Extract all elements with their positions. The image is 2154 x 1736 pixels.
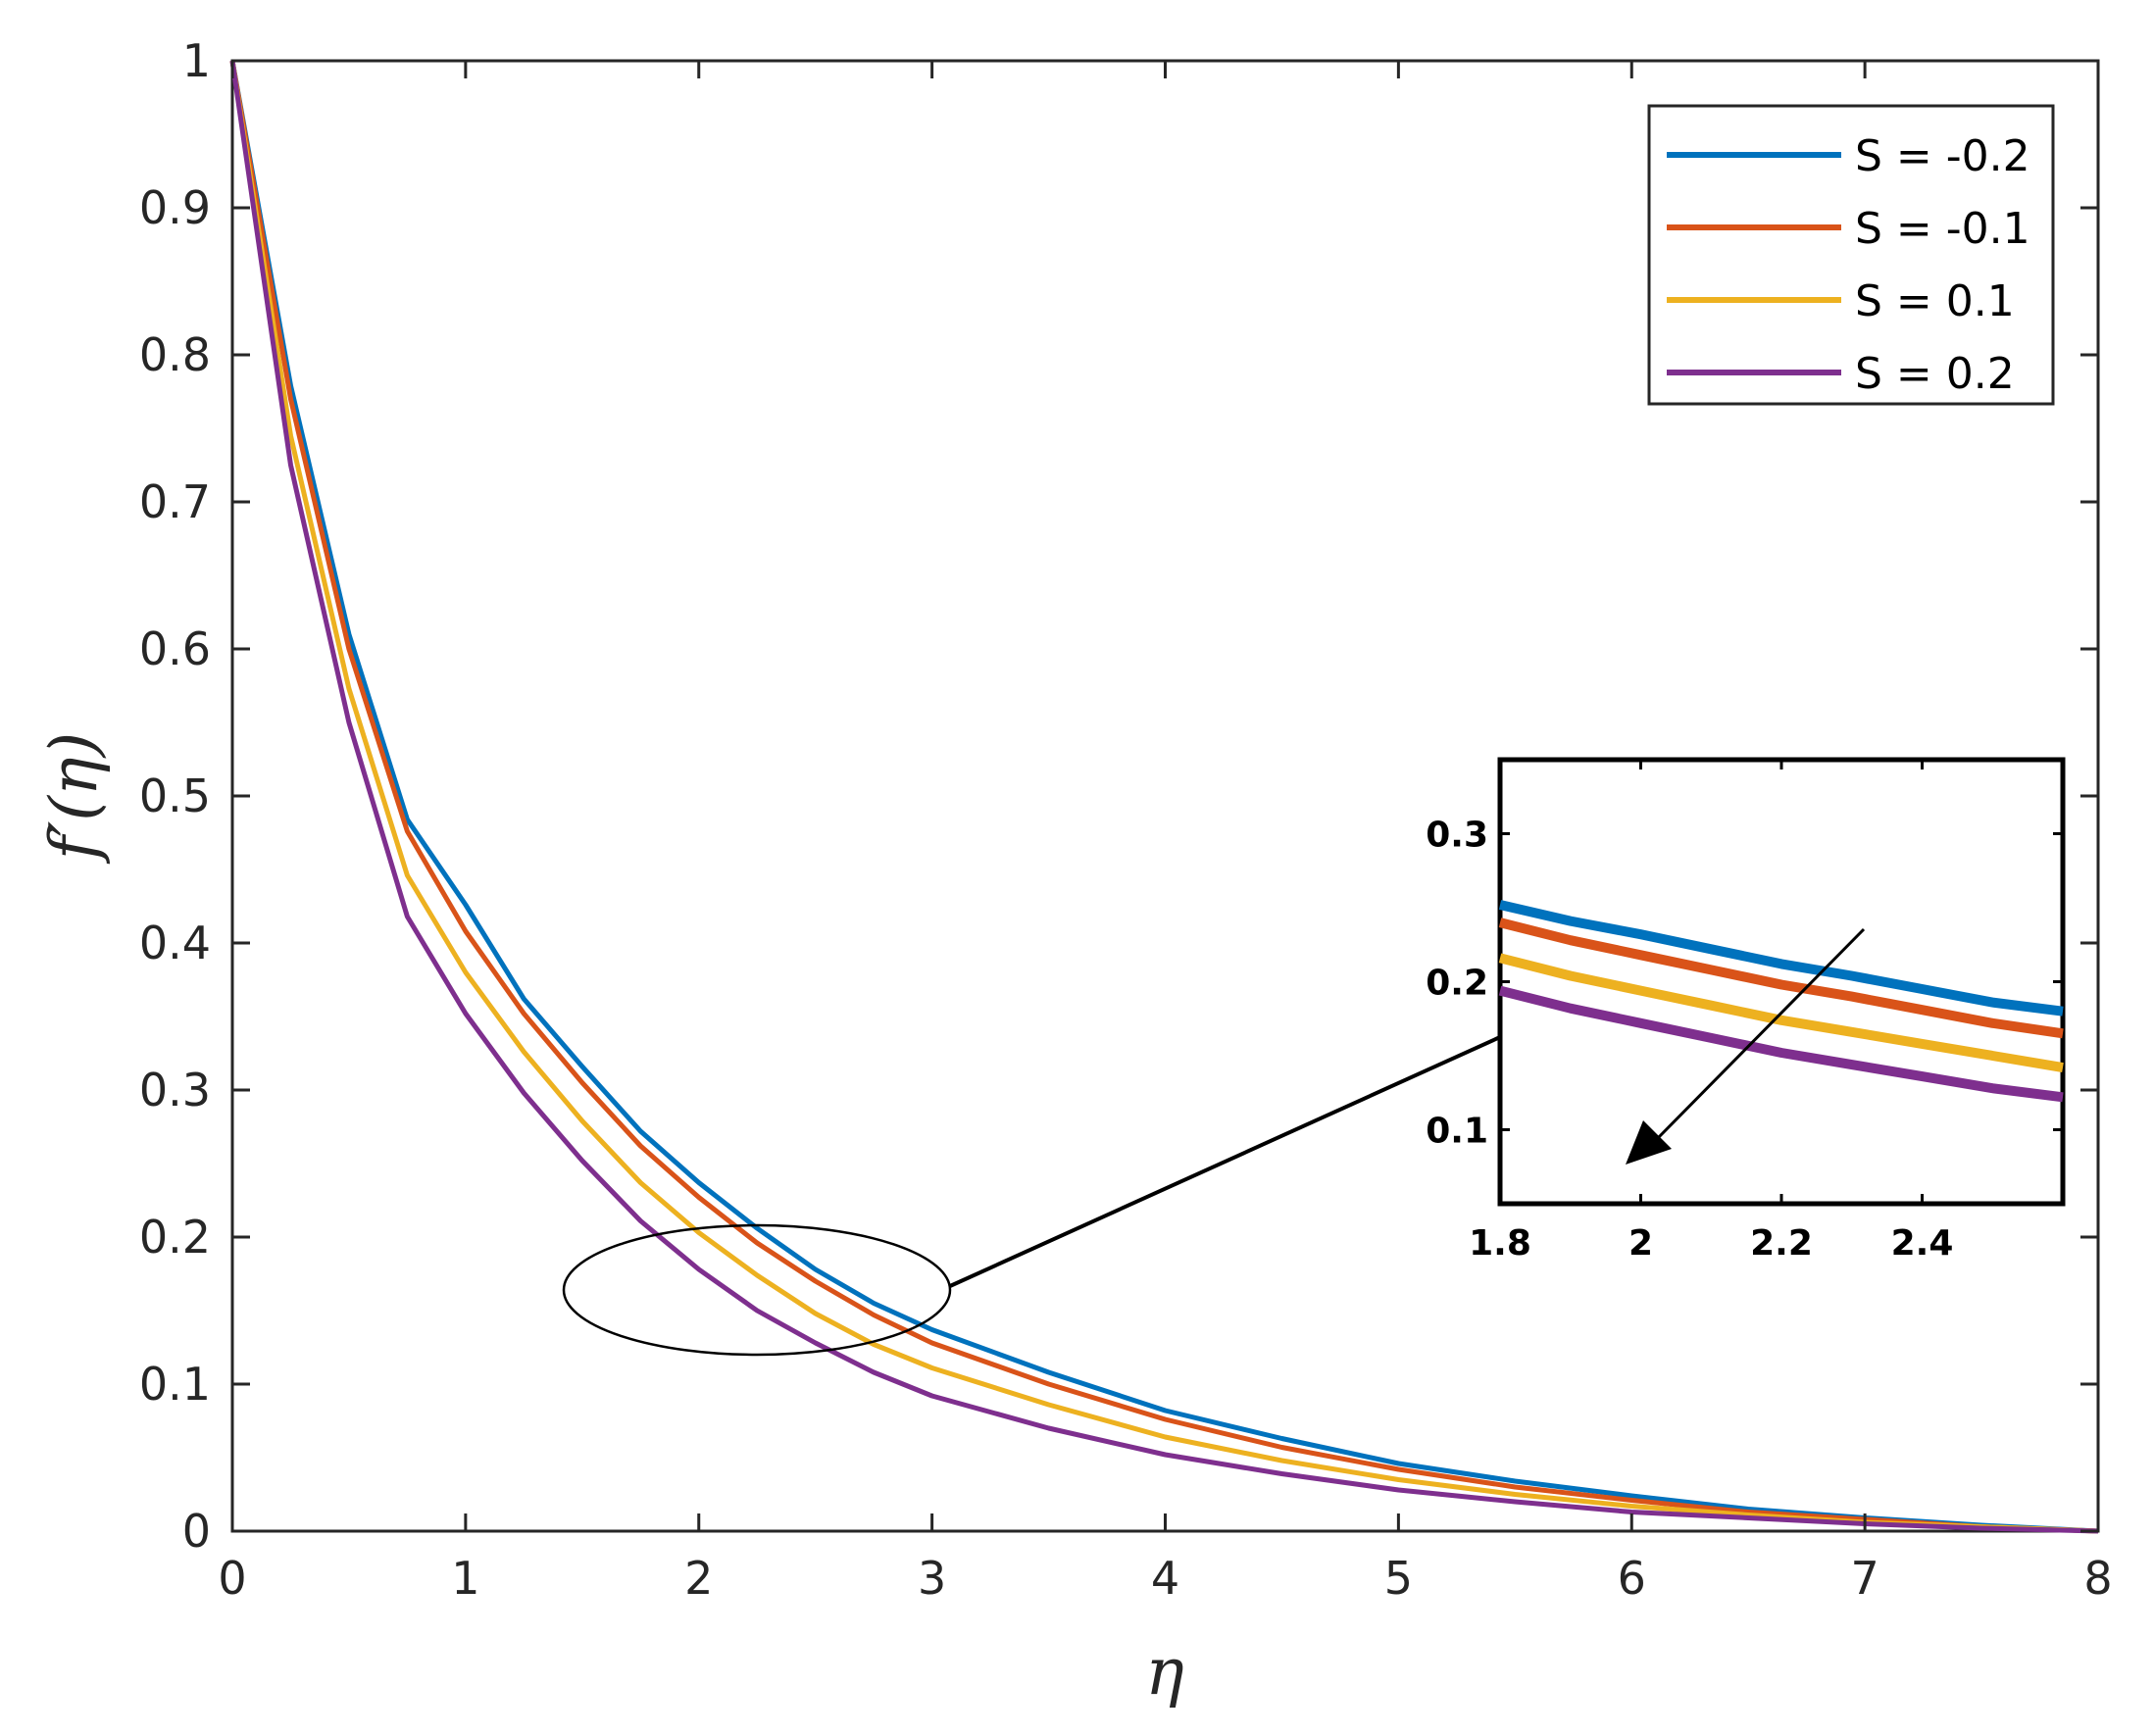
series-line-1 [229,60,2099,1534]
trend-arrow [1626,927,1866,1165]
main-series-group [229,60,2099,1534]
inset-series-line-2 [1498,953,2064,1073]
y-tick-label: 0.2 [139,1211,211,1264]
inset-x-tick-label: 1.8 [1469,1223,1531,1264]
inset-series-line-0 [1498,900,2064,1017]
y-tick-label: 0.4 [139,917,211,969]
trend-arrow-head [1626,1120,1672,1165]
x-tick-label: 3 [918,1552,946,1605]
inset-x-tick-label: 2.2 [1750,1223,1813,1264]
legend-entries: S = -0.2 S = -0.1 S = 0.1 S = 0.2 [1667,131,2030,399]
x-tick-label: 0 [218,1552,246,1605]
legend-label-3: S = 0.2 [1855,349,2015,399]
legend: S = -0.2 S = -0.1 S = 0.1 S = 0.2 [1647,104,2055,406]
legend-label-0: S = -0.2 [1855,131,2030,181]
x-tick-label: 6 [1618,1552,1646,1605]
series-line-0 [229,60,2099,1534]
zoom-connector-line [949,1035,1501,1288]
main-ticks-group: 0 1 2 3 4 5 6 7 8 0 0.1 0.2 0.3 0.4 0.5 0.6 0.7 0.8 0.9 1 [139,34,2113,1605]
inset-y-tick-label: 0.2 [1426,964,1488,1004]
x-tick-label: 7 [1850,1552,1878,1605]
inset-x-tick-label: 2 [1628,1223,1653,1264]
inset-series-line-3 [1498,985,2064,1103]
inset-y-tick-label: 0.1 [1426,1112,1488,1152]
legend-label-2: S = 0.1 [1855,276,2015,326]
x-tick-label: 1 [451,1552,479,1605]
y-tick-label: 0.1 [139,1358,211,1411]
x-tick-label: 5 [1384,1552,1413,1605]
inset-y-tick-label: 0.3 [1426,816,1488,856]
inset-ticks-group: 1.8 2 2.2 2.4 0.1 0.2 0.3 [1426,760,2063,1264]
y-axis-title: f′(η) [36,732,112,865]
y-tick-label: 0.8 [139,328,211,381]
y-tick-label: 0.5 [139,769,211,822]
y-tick-label: 0.6 [139,622,211,675]
inset-series-line-1 [1498,918,2064,1039]
y-tick-label: 0 [182,1505,211,1558]
y-tick-label: 1 [182,34,211,87]
x-tick-label: 2 [684,1552,713,1605]
x-tick-label: 4 [1151,1552,1179,1605]
trend-arrow-line [1655,927,1866,1141]
inset-series-group [1498,900,2064,1103]
legend-label-1: S = -0.1 [1855,204,2030,254]
inset-x-tick-label: 2.4 [1891,1223,1954,1264]
y-tick-label: 0.3 [139,1064,211,1116]
x-axis-title: η [1145,1634,1184,1710]
series-line-3 [229,60,2099,1534]
y-tick-label: 0.9 [139,181,211,234]
series-line-2 [229,60,2099,1534]
zoom-region-ellipse [562,1223,952,1357]
x-tick-label: 8 [2083,1552,2112,1605]
y-tick-label: 0.7 [139,475,211,528]
